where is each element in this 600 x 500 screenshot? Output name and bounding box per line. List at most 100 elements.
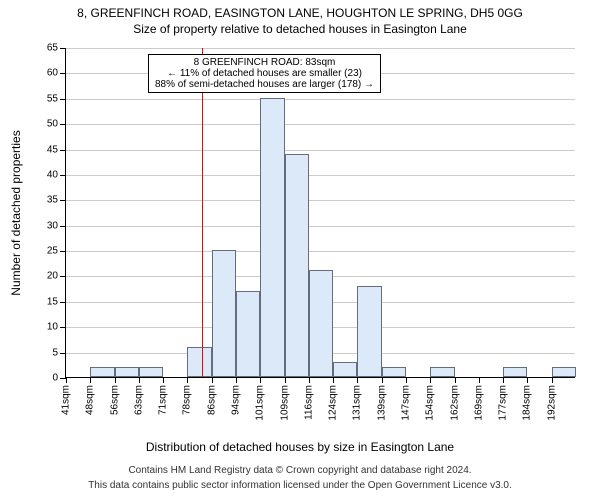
footer-line-2: This data contains public sector informa… xyxy=(0,480,600,491)
y-tick xyxy=(60,327,66,328)
y-tick xyxy=(60,226,66,227)
annotation-line-3: 88% of semi-detached houses are larger (… xyxy=(155,79,374,90)
x-tick-label: 109sqm xyxy=(279,385,290,421)
x-tick xyxy=(66,377,67,383)
x-tick-label: 192sqm xyxy=(546,385,557,421)
y-tick xyxy=(60,150,66,151)
plot-area: 8 GREENFINCH ROAD: 83sqm ← 11% of detach… xyxy=(65,48,575,378)
y-tick-label: 45 xyxy=(47,144,58,155)
y-tick xyxy=(60,124,66,125)
gridline xyxy=(66,99,575,100)
y-tick-label: 60 xyxy=(47,68,58,79)
x-tick-label: 169sqm xyxy=(473,385,484,421)
x-tick xyxy=(309,377,310,383)
histogram-bar xyxy=(260,98,284,377)
gridline xyxy=(66,175,575,176)
chart-title-line2: Size of property relative to detached ho… xyxy=(0,22,600,36)
y-tick-label: 25 xyxy=(47,246,58,257)
y-tick-label: 65 xyxy=(47,43,58,54)
x-tick-label: 184sqm xyxy=(522,385,533,421)
x-tick xyxy=(479,377,480,383)
x-tick-label: 101sqm xyxy=(255,385,266,421)
x-tick-label: 139sqm xyxy=(376,385,387,421)
x-tick-label: 131sqm xyxy=(352,385,363,421)
histogram-bar xyxy=(430,367,454,377)
marker-line xyxy=(202,48,203,377)
gridline xyxy=(66,200,575,201)
x-tick xyxy=(455,377,456,383)
histogram-bar xyxy=(285,154,309,377)
x-tick-label: 154sqm xyxy=(425,385,436,421)
x-tick xyxy=(139,377,140,383)
x-tick-label: 124sqm xyxy=(328,385,339,421)
y-axis-label: Number of detached properties xyxy=(9,130,23,295)
histogram-bar xyxy=(333,362,357,377)
footer-line-1: Contains HM Land Registry data © Crown c… xyxy=(0,465,600,476)
histogram-bar xyxy=(552,367,576,377)
gridline xyxy=(66,48,575,49)
histogram-bar xyxy=(309,270,333,377)
y-tick-label: 0 xyxy=(52,373,58,384)
histogram-bar xyxy=(115,367,139,377)
y-tick-label: 40 xyxy=(47,169,58,180)
y-tick xyxy=(60,48,66,49)
x-tick xyxy=(382,377,383,383)
x-axis-label: Distribution of detached houses by size … xyxy=(0,440,600,454)
y-tick xyxy=(60,200,66,201)
y-tick xyxy=(60,99,66,100)
x-tick-label: 78sqm xyxy=(182,385,193,415)
x-tick xyxy=(503,377,504,383)
x-tick-label: 48sqm xyxy=(85,385,96,415)
y-tick xyxy=(60,251,66,252)
x-tick-label: 177sqm xyxy=(498,385,509,421)
y-tick-label: 5 xyxy=(52,347,58,358)
x-tick xyxy=(333,377,334,383)
y-tick-label: 15 xyxy=(47,296,58,307)
x-tick-label: 116sqm xyxy=(303,385,314,420)
x-tick xyxy=(357,377,358,383)
x-tick-label: 63sqm xyxy=(133,385,144,415)
x-tick xyxy=(527,377,528,383)
x-tick-label: 41sqm xyxy=(61,385,72,415)
y-tick xyxy=(60,302,66,303)
y-tick-label: 30 xyxy=(47,220,58,231)
x-tick xyxy=(406,377,407,383)
x-tick-label: 147sqm xyxy=(401,385,412,421)
x-tick xyxy=(212,377,213,383)
x-tick xyxy=(187,377,188,383)
x-tick xyxy=(236,377,237,383)
annotation-line-2: ← 11% of detached houses are smaller (23… xyxy=(155,68,374,79)
y-tick xyxy=(60,175,66,176)
x-tick xyxy=(90,377,91,383)
histogram-bar xyxy=(187,347,211,377)
y-tick-label: 55 xyxy=(47,93,58,104)
histogram-bar xyxy=(90,367,114,377)
x-tick xyxy=(260,377,261,383)
x-tick-label: 94sqm xyxy=(231,385,242,415)
gridline xyxy=(66,251,575,252)
x-tick xyxy=(285,377,286,383)
histogram-bar xyxy=(382,367,406,377)
y-tick-label: 20 xyxy=(47,271,58,282)
histogram-bar xyxy=(139,367,163,377)
chart-title-line1: 8, GREENFINCH ROAD, EASINGTON LANE, HOUG… xyxy=(0,6,600,20)
x-tick-label: 71sqm xyxy=(158,385,169,415)
x-tick-label: 86sqm xyxy=(206,385,217,415)
y-tick xyxy=(60,353,66,354)
histogram-bar xyxy=(236,291,260,377)
histogram-bar xyxy=(212,250,236,377)
annotation-line-1: 8 GREENFINCH ROAD: 83sqm xyxy=(155,57,374,68)
y-tick-label: 35 xyxy=(47,195,58,206)
x-tick-label: 56sqm xyxy=(109,385,120,415)
y-tick xyxy=(60,73,66,74)
x-tick xyxy=(163,377,164,383)
y-tick-label: 50 xyxy=(47,119,58,130)
gridline xyxy=(66,124,575,125)
x-tick-label: 162sqm xyxy=(449,385,460,421)
histogram-bar xyxy=(503,367,527,377)
marker-annotation-box: 8 GREENFINCH ROAD: 83sqm ← 11% of detach… xyxy=(148,54,381,93)
y-tick xyxy=(60,276,66,277)
x-tick xyxy=(115,377,116,383)
chart-container: 8, GREENFINCH ROAD, EASINGTON LANE, HOUG… xyxy=(0,0,600,500)
x-tick xyxy=(430,377,431,383)
